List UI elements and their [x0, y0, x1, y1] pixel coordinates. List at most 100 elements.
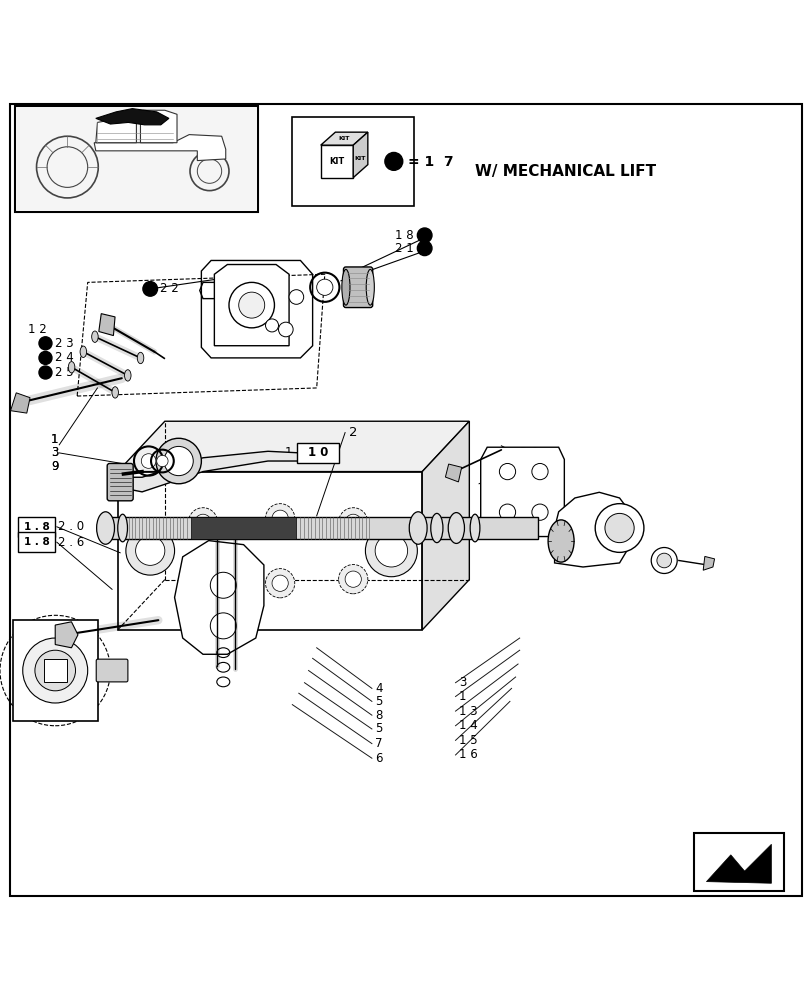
Text: 1: 1 [51, 433, 58, 446]
Text: 2: 2 [349, 426, 357, 439]
Ellipse shape [409, 512, 427, 544]
Text: KIT: KIT [338, 136, 350, 141]
Circle shape [126, 526, 174, 575]
Text: 2 3: 2 3 [55, 337, 74, 350]
Circle shape [210, 613, 236, 639]
Ellipse shape [341, 269, 350, 305]
Text: 3: 3 [51, 446, 58, 459]
Polygon shape [140, 110, 177, 143]
Circle shape [365, 525, 417, 577]
Text: 5: 5 [375, 722, 382, 735]
Polygon shape [445, 464, 461, 482]
Text: 2 . 6: 2 . 6 [58, 536, 84, 549]
Circle shape [289, 290, 303, 304]
Text: KIT: KIT [329, 157, 344, 166]
Polygon shape [353, 132, 367, 178]
Text: 4: 4 [375, 682, 382, 695]
Ellipse shape [137, 352, 144, 364]
Text: 8: 8 [375, 709, 382, 722]
Text: W/ MECHANICAL LIFT: W/ MECHANICAL LIFT [474, 164, 655, 179]
Circle shape [375, 535, 407, 567]
Polygon shape [118, 421, 469, 472]
Circle shape [135, 536, 165, 565]
Bar [15, 106, 258, 212]
Circle shape [278, 322, 293, 337]
Text: 2 0: 2 0 [519, 446, 538, 459]
Text: 2 1: 2 1 [395, 242, 414, 255]
Circle shape [188, 508, 217, 537]
Circle shape [272, 575, 288, 591]
Circle shape [265, 319, 278, 332]
Circle shape [195, 514, 211, 530]
Circle shape [39, 366, 52, 379]
Text: 1 5: 1 5 [458, 734, 477, 747]
Text: 9: 9 [51, 460, 58, 473]
Polygon shape [99, 314, 115, 336]
Circle shape [39, 351, 52, 364]
FancyBboxPatch shape [343, 267, 372, 308]
Circle shape [229, 282, 274, 328]
Bar [111, 517, 538, 539]
Circle shape [265, 504, 294, 533]
Circle shape [23, 638, 88, 703]
Bar [693, 833, 783, 891]
Polygon shape [422, 421, 469, 630]
Polygon shape [11, 393, 30, 413]
Circle shape [656, 553, 671, 568]
Ellipse shape [470, 514, 479, 542]
Text: 1 6: 1 6 [458, 748, 477, 761]
FancyBboxPatch shape [18, 517, 55, 537]
Text: 1 2: 1 2 [28, 323, 47, 336]
Bar [16, 108, 256, 210]
Bar [191, 517, 296, 539]
Bar [320, 145, 353, 178]
Bar [44, 659, 67, 682]
Polygon shape [118, 472, 422, 630]
Circle shape [35, 650, 75, 691]
Ellipse shape [448, 513, 464, 543]
FancyBboxPatch shape [96, 659, 128, 682]
Circle shape [156, 438, 201, 484]
Circle shape [345, 571, 361, 587]
Circle shape [316, 279, 333, 295]
Ellipse shape [118, 514, 127, 542]
Text: = 1  7: = 1 7 [408, 155, 453, 169]
Circle shape [604, 513, 633, 543]
Text: 1 8: 1 8 [395, 229, 414, 242]
Ellipse shape [80, 346, 87, 357]
Ellipse shape [68, 362, 75, 373]
Circle shape [141, 454, 156, 468]
Text: 1 . 8: 1 . 8 [24, 537, 49, 547]
Polygon shape [94, 135, 225, 161]
Circle shape [384, 152, 402, 170]
Circle shape [417, 228, 431, 243]
Circle shape [650, 548, 676, 573]
Circle shape [210, 572, 236, 598]
Circle shape [272, 510, 288, 526]
Text: 2 4: 2 4 [55, 351, 74, 364]
Circle shape [39, 337, 52, 350]
Text: 5: 5 [375, 695, 382, 708]
Ellipse shape [547, 520, 573, 562]
Ellipse shape [124, 370, 131, 381]
Text: 2 5: 2 5 [55, 366, 74, 379]
Polygon shape [214, 265, 289, 346]
Text: 3: 3 [51, 446, 58, 459]
Text: 1 . 8: 1 . 8 [24, 522, 49, 532]
Text: 2 . 0: 2 . 0 [58, 520, 84, 533]
Circle shape [499, 504, 515, 520]
Text: 9: 9 [51, 460, 58, 473]
Text: 6: 6 [375, 752, 382, 765]
Polygon shape [174, 541, 264, 654]
Text: 2 2: 2 2 [160, 282, 178, 295]
Bar [13, 620, 97, 721]
Polygon shape [320, 132, 367, 145]
Text: 3: 3 [458, 676, 466, 689]
Circle shape [345, 514, 361, 530]
Circle shape [143, 282, 157, 296]
Polygon shape [480, 447, 564, 537]
Polygon shape [122, 451, 300, 492]
Circle shape [594, 504, 643, 552]
Circle shape [417, 241, 431, 256]
Circle shape [238, 292, 264, 318]
